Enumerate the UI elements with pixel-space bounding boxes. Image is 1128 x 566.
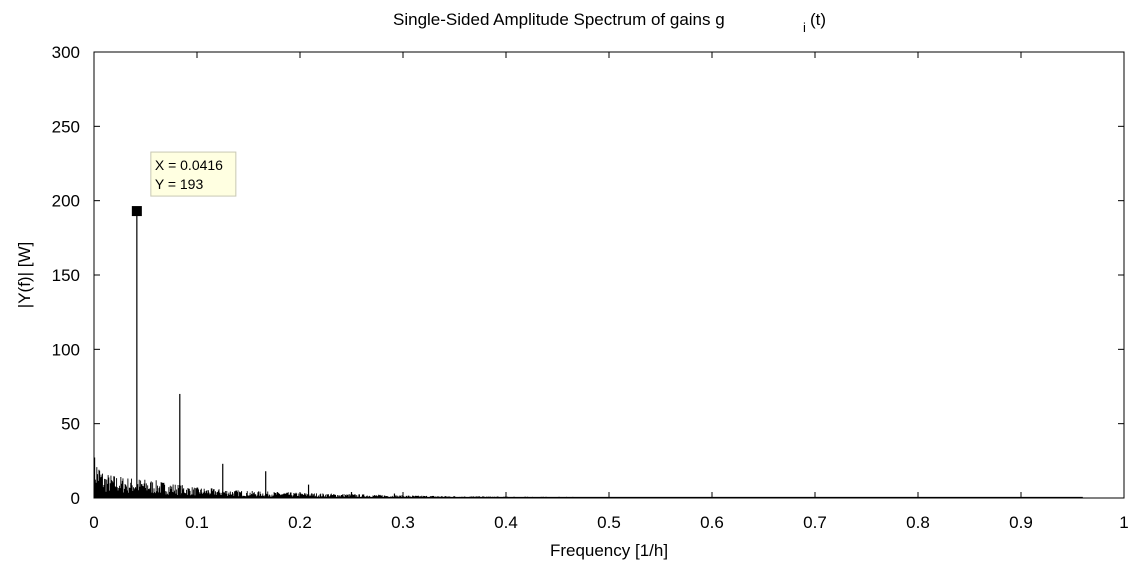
chart-title-main: Single-Sided Amplitude Spectrum of gains… [393,10,725,29]
x-tick-label: 0.7 [803,513,827,532]
y-axis: 0 50 100 150 200 250 300 [52,43,1124,508]
y-tick-label: 300 [52,43,80,62]
datatip-y-text: Y = 193 [155,176,204,192]
x-tick-label: 0.4 [494,513,518,532]
x-axis-label: Frequency [1/h] [550,541,668,560]
x-tick-label: 0.1 [185,513,209,532]
x-tick-label: 1 [1119,513,1128,532]
x-tick-label: 0.6 [700,513,724,532]
y-tick-label: 150 [52,266,80,285]
x-tick-label: 0.5 [597,513,621,532]
chart-title-subscript: i [803,20,806,35]
y-axis-label: |Y(f)| [W] [15,242,34,308]
datatip-x-text: X = 0.0416 [155,157,223,173]
datatip-box [150,151,237,197]
chart-title-suffix: (t) [810,10,826,29]
y-tick-label: 200 [52,192,80,211]
y-tick-label: 100 [52,340,80,359]
x-axis: 0 0.1 0.2 0.3 0.4 0.5 0.6 0.7 0.8 0.9 1 [89,52,1128,532]
y-tick-label: 0 [71,489,80,508]
chart-title: Single-Sided Amplitude Spectrum of gains… [393,10,826,35]
x-tick-label: 0 [89,513,98,532]
x-tick-label: 0.3 [391,513,415,532]
y-tick-label: 50 [61,415,80,434]
x-tick-label: 0.8 [906,513,930,532]
datatip-marker[interactable] [131,206,142,217]
x-tick-label: 0.9 [1009,513,1033,532]
data-tip[interactable]: X = 0.0416 Y = 193 [131,151,237,217]
y-tick-label: 250 [52,117,80,136]
x-tick-label: 0.2 [288,513,312,532]
plot-area [94,52,1124,498]
